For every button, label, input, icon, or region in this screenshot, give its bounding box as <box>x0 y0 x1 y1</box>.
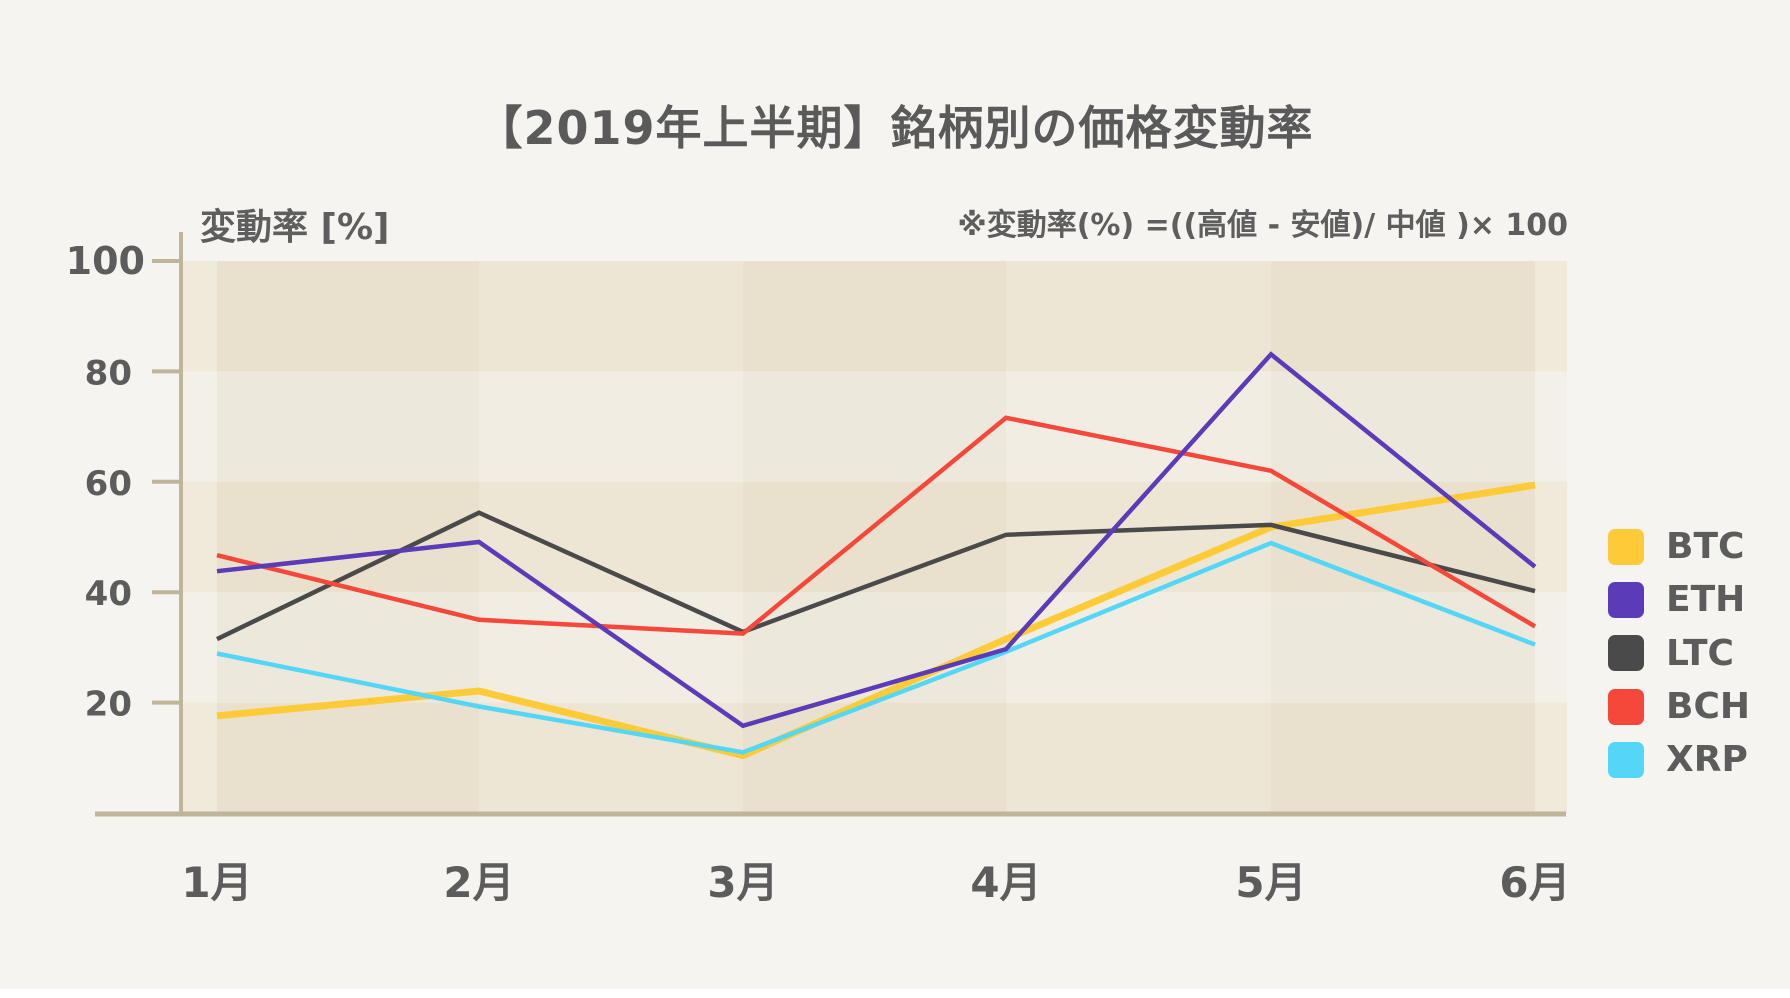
y-tick-label: 60 <box>85 464 132 504</box>
legend-item-eth[interactable]: ETH <box>1608 573 1750 626</box>
background-bands <box>183 261 1567 813</box>
series-line-bch <box>216 415 1537 636</box>
y-tick-label: 40 <box>85 574 132 614</box>
legend: BTC ETH LTC BCH XRP <box>1608 520 1750 786</box>
grid-column <box>1006 261 1271 813</box>
y-tick-label: 20 <box>85 685 132 725</box>
grid-column <box>217 261 479 813</box>
btc-swatch-icon <box>1608 528 1644 565</box>
series-line-eth <box>216 351 1537 729</box>
legend-item-xrp[interactable]: XRP <box>1608 733 1750 786</box>
grid-column <box>1535 261 1567 813</box>
y-tick-label: 80 <box>85 353 132 393</box>
y-axis-ticks: 20 40 60 80 100 <box>66 239 181 725</box>
series-line-btc <box>216 481 1536 760</box>
xrp-swatch-icon <box>1608 741 1644 778</box>
grid-band <box>183 481 1567 593</box>
legend-label: LTC <box>1666 632 1734 674</box>
grid-column <box>183 261 217 813</box>
y-axis-label: 変動率 [%] <box>200 207 390 248</box>
grid-band <box>183 371 1567 482</box>
x-tick-label: 6月 <box>1499 858 1570 907</box>
formula-note: ※変動率(%) =((高値 - 安値)/ 中値 )× 100 <box>957 208 1568 243</box>
eth-swatch-icon <box>1608 581 1644 618</box>
series-line-ltc <box>216 510 1536 642</box>
legend-label: ETH <box>1666 579 1746 621</box>
grid-band <box>183 261 1567 372</box>
legend-label: XRP <box>1666 739 1748 781</box>
y-tick-label: 100 <box>66 239 145 283</box>
grid-band <box>183 592 1567 703</box>
x-tick-label: 4月 <box>970 858 1041 907</box>
legend-item-bch[interactable]: BCH <box>1608 680 1750 733</box>
legend-item-btc[interactable]: BTC <box>1608 520 1750 573</box>
series-line-xrp <box>216 540 1536 755</box>
series-lines <box>216 351 1537 760</box>
x-tick-label: 5月 <box>1235 858 1306 907</box>
grid-column <box>743 261 1006 813</box>
ltc-swatch-icon <box>1608 635 1644 672</box>
chart-title: 【2019年上半期】銘柄別の価格変動率 <box>476 101 1314 155</box>
x-tick-label: 1月 <box>181 858 252 907</box>
x-tick-label: 3月 <box>707 858 778 907</box>
grid-band <box>183 702 1567 813</box>
legend-label: BTC <box>1666 526 1745 568</box>
bch-swatch-icon <box>1608 688 1644 725</box>
x-tick-label: 2月 <box>443 858 514 907</box>
legend-label: BCH <box>1666 686 1750 728</box>
x-axis-labels: 1月 2月 3月 4月 5月 6月 <box>181 858 1570 907</box>
legend-item-ltc[interactable]: LTC <box>1608 627 1750 680</box>
